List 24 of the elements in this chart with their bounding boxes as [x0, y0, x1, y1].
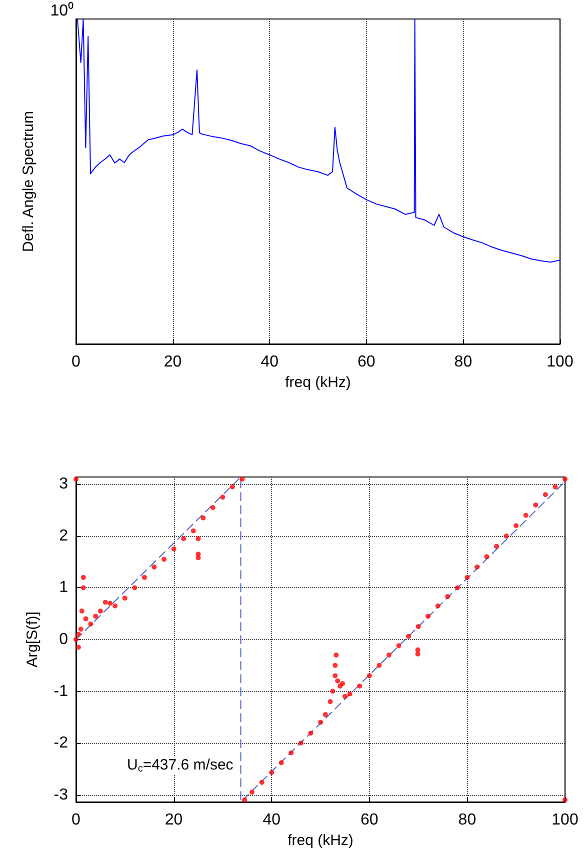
y-tick-label: -1 — [54, 682, 68, 700]
x-tick-label: 20 — [164, 354, 182, 370]
text: 10⁰ — [50, 2, 74, 20]
x-tick-label: 0 — [72, 812, 81, 828]
x-tick-label: 40 — [260, 354, 279, 370]
y-axis-title: Arg[S(f)] — [24, 612, 41, 668]
x-axis-title: freq (kHz) — [285, 374, 351, 391]
y-tick-label: -3 — [54, 786, 68, 804]
x-tick-label: 60 — [360, 812, 378, 828]
x-tick-label: 60 — [358, 354, 376, 370]
x-tick-label: 40 — [262, 812, 281, 828]
y-tick-label: 3 — [59, 476, 68, 493]
x-tick-label: 80 — [454, 354, 472, 370]
y-axis-title: Defl. Angle Spectrum — [20, 111, 37, 252]
x-tick-label: 80 — [458, 812, 476, 828]
y-tick-label: 0 — [59, 631, 68, 648]
y-tick-label: 2 — [59, 527, 68, 544]
x-axis-title: freq (kHz) — [288, 832, 354, 849]
y-tick-label: 1 — [59, 579, 68, 596]
x-tick-label: 20 — [164, 812, 183, 828]
x-tick-label: 100 — [552, 812, 578, 828]
x-tick-label: 100 — [546, 354, 574, 370]
x-tick-label: 0 — [72, 354, 81, 370]
y-tick-label: -2 — [54, 734, 68, 752]
